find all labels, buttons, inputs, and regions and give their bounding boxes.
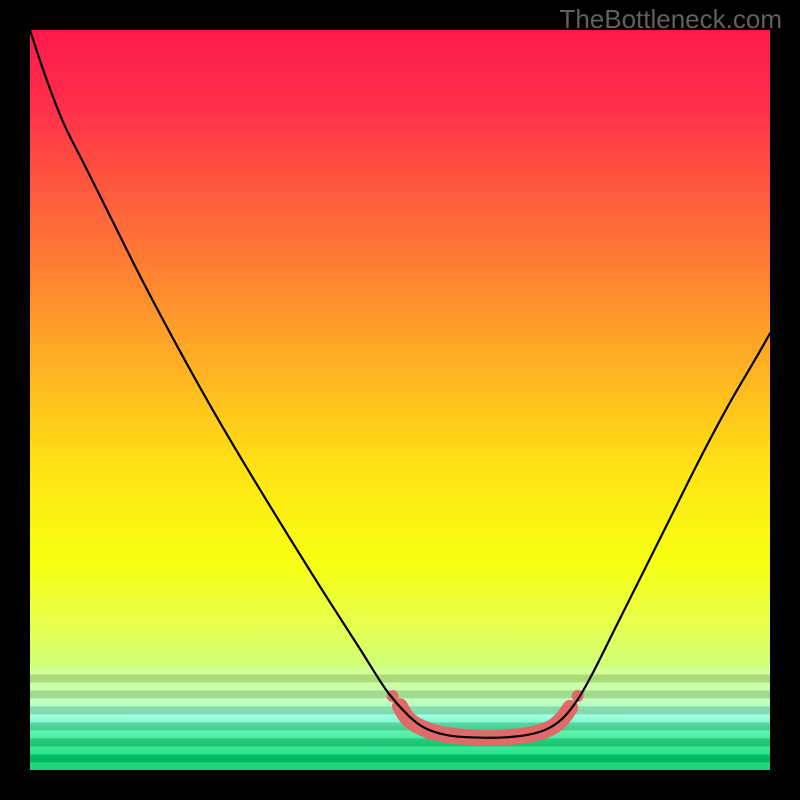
stage: TheBottleneck.com [0, 0, 800, 800]
plot-svg [30, 30, 770, 770]
plot-area [30, 30, 770, 770]
watermark-text: TheBottleneck.com [559, 4, 782, 35]
gradient-background [30, 30, 770, 770]
